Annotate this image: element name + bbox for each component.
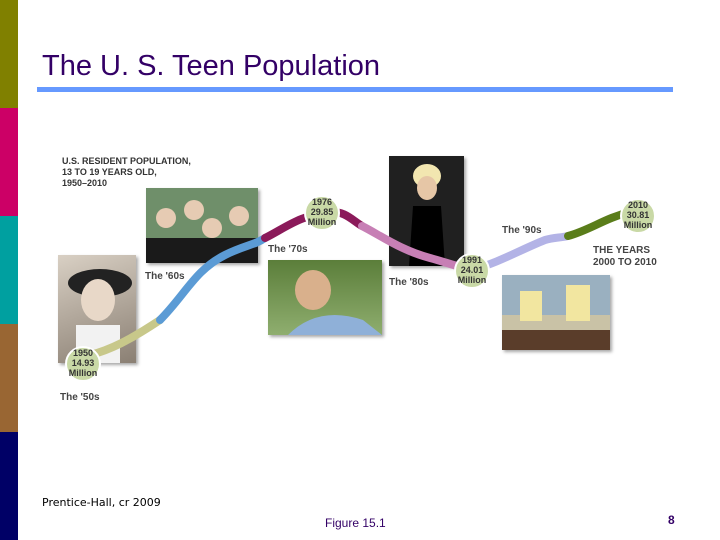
title-underline: [37, 87, 673, 92]
side-color-bar: [0, 0, 18, 540]
page-number: 8: [668, 513, 675, 527]
data-point-label: Million: [308, 217, 337, 227]
data-point-label: 30.81: [627, 210, 650, 220]
color-bar-segment: [0, 216, 18, 324]
data-point-label: Million: [69, 368, 98, 378]
curve-segment-5: [468, 232, 572, 274]
data-point-label: Million: [624, 220, 653, 230]
figure-label: Figure 15.1: [325, 516, 386, 530]
data-point-marker: [65, 346, 101, 382]
travolta-photo: [268, 260, 382, 335]
chart-title-line-2: 13 TO 19 YEARS OLD,: [62, 167, 157, 177]
era-label-60s: The '60s: [145, 271, 185, 282]
era-label-50s: The '50s: [60, 392, 100, 403]
data-point-label: 1976: [312, 197, 332, 207]
data-points: 195014.93Million197629.85Million199124.0…: [65, 195, 656, 382]
data-point-label: 1991: [462, 255, 482, 265]
cartoon-photo: [502, 275, 610, 350]
beatles-photo: [146, 188, 258, 263]
credit-text: Prentice-Hall, cr 2009: [42, 496, 161, 509]
curve-segment-4: [358, 222, 476, 274]
elvis-photo: [58, 255, 136, 363]
data-point-label: 2010: [628, 200, 648, 210]
chart-title-line-1: U.S. RESIDENT POPULATION,: [62, 156, 191, 166]
chart-title-line-3: 1950–2010: [62, 178, 107, 188]
cartoon-photo-art: [502, 275, 610, 350]
chart-title: U.S. RESIDENT POPULATION, 13 TO 19 YEARS…: [62, 156, 191, 188]
color-bar-segment: [0, 0, 18, 108]
color-bar-segment: [0, 108, 18, 216]
era-label-70s: The '70s: [268, 244, 308, 255]
color-bar-segment: [0, 432, 18, 540]
page-title: The U. S. Teen Population: [42, 50, 381, 82]
travolta-photo-art: [288, 270, 382, 335]
curve-segment-2: [156, 234, 269, 324]
era-label-90s: The '90s: [502, 225, 542, 236]
color-bar-segment: [0, 324, 18, 432]
era-label-80s: The '80s: [389, 277, 429, 288]
data-point-label: 24.01: [461, 265, 484, 275]
era-label-2000s-line-1: THE YEARS: [593, 245, 650, 256]
data-point-label: 14.93: [72, 358, 95, 368]
data-point-label: 29.85: [311, 207, 334, 217]
curve-segment-1: [86, 316, 164, 359]
data-point-label: 1950: [73, 348, 93, 358]
data-point-marker: [304, 195, 340, 231]
data-point-label: Million: [458, 275, 487, 285]
data-point-marker: [620, 198, 656, 234]
population-curve: [86, 207, 634, 359]
era-label-2000s-line-2: 2000 TO 2010: [593, 257, 657, 268]
data-point-marker: [454, 253, 490, 289]
